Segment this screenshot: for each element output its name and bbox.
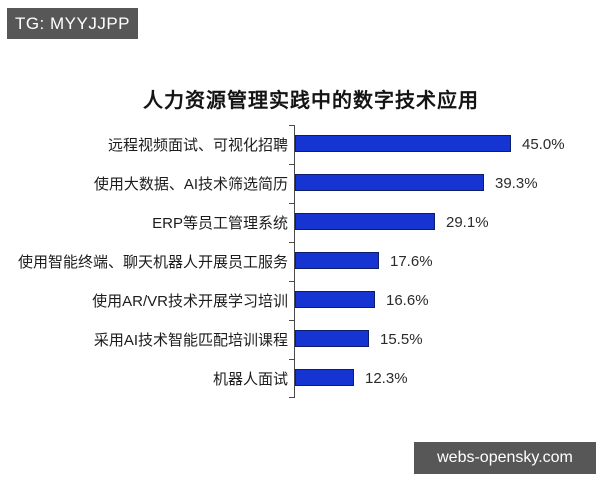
category-label: ERP等员工管理系统 <box>152 215 288 232</box>
category-label: 采用AI技术智能匹配培训课程 <box>93 332 288 349</box>
bar-row: 机器人面试 12.3% <box>0 359 600 398</box>
y-axis-line <box>294 125 295 398</box>
category-label: 使用大数据、AI技术筛选简历 <box>93 176 288 193</box>
value-label: 16.6% <box>386 292 429 309</box>
bar-row: 使用智能终端、聊天机器人开展员工服务 17.6% <box>0 242 600 281</box>
source-badge: TG: MYYJJPP <box>7 8 138 39</box>
bar <box>295 291 375 308</box>
axis-tick <box>289 397 294 398</box>
bar <box>295 174 484 191</box>
axis-tick <box>289 359 294 360</box>
bar-chart: 远程视频面试、可视化招聘 45.0% 使用大数据、AI技术筛选简历 39.3% ERP等… <box>0 125 600 398</box>
axis-tick <box>289 320 294 321</box>
bar-row: 使用大数据、AI技术筛选简历 39.3% <box>0 164 600 203</box>
value-label: 15.5% <box>380 331 423 348</box>
bar-row: 采用AI技术智能匹配培训课程 15.5% <box>0 320 600 359</box>
category-label: 远程视频面试、可视化招聘 <box>107 137 288 154</box>
value-label: 17.6% <box>390 253 433 270</box>
category-label: 使用AR/VR技术开展学习培训 <box>92 293 288 310</box>
bar <box>295 213 435 230</box>
axis-tick <box>289 164 294 165</box>
watermark-badge: webs-opensky.com <box>414 442 596 474</box>
value-label: 29.1% <box>446 214 489 231</box>
axis-tick <box>289 242 294 243</box>
bar-row: ERP等员工管理系统 29.1% <box>0 203 600 242</box>
axis-tick <box>289 203 294 204</box>
category-label: 机器人面试 <box>212 371 288 388</box>
bar-row: 使用AR/VR技术开展学习培训 16.6% <box>0 281 600 320</box>
bar <box>295 330 369 347</box>
bar <box>295 252 379 269</box>
value-label: 39.3% <box>495 175 538 192</box>
bar-row: 远程视频面试、可视化招聘 45.0% <box>0 125 600 164</box>
axis-tick <box>289 125 294 126</box>
value-label: 45.0% <box>522 136 565 153</box>
bar <box>295 135 511 152</box>
axis-tick <box>289 281 294 282</box>
category-label: 使用智能终端、聊天机器人开展员工服务 <box>17 254 288 271</box>
chart-title: 人力资源管理实践中的数字技术应用 <box>143 90 479 112</box>
value-label: 12.3% <box>365 370 408 387</box>
bar <box>295 369 354 386</box>
